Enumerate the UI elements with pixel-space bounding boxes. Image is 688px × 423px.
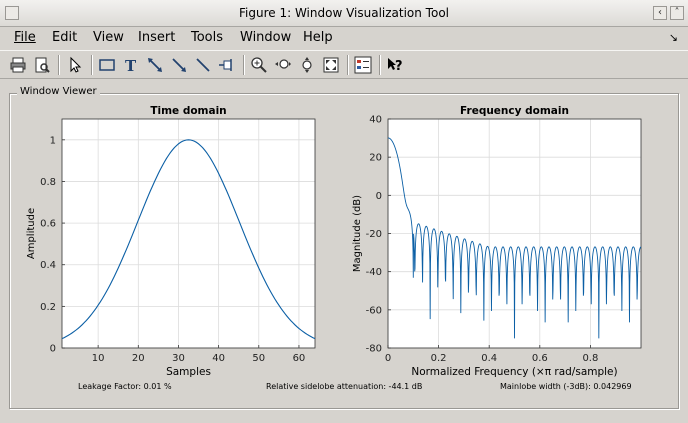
y-tick-label: -80 <box>366 344 382 355</box>
axes-box <box>387 118 642 349</box>
print-preview-icon[interactable] <box>31 54 53 76</box>
panel-label: Window Viewer <box>17 86 100 97</box>
y-tick-label: 20 <box>369 153 382 164</box>
chart-title: Frequency domain <box>460 105 569 117</box>
y-tick-label: 0.4 <box>40 260 56 271</box>
x-tick-label: 10 <box>92 353 105 364</box>
print-icon[interactable] <box>7 54 29 76</box>
x-tick-label: 60 <box>293 353 306 364</box>
x-tick-label: 50 <box>252 353 265 364</box>
dock-arrow-icon[interactable]: ↘ <box>668 31 678 44</box>
mainlobe-width-text: Mainlobe width (-3dB): 0.042969 <box>500 382 632 391</box>
window-menu-button[interactable] <box>5 6 19 20</box>
x-tick-label: 20 <box>132 353 145 364</box>
y-tick-label: 0.6 <box>40 219 56 230</box>
menu-file[interactable]: File <box>14 30 36 45</box>
zoom-x-icon[interactable] <box>272 54 294 76</box>
pin-icon[interactable] <box>216 54 238 76</box>
x-tick-label: 40 <box>212 353 225 364</box>
pointer-icon[interactable] <box>64 54 86 76</box>
zoom-in-icon[interactable] <box>248 54 270 76</box>
double-arrow-icon[interactable] <box>144 54 166 76</box>
y-tick-label: 40 <box>369 115 382 126</box>
y-tick-label: 0 <box>376 191 382 202</box>
line-icon[interactable] <box>192 54 214 76</box>
legend-icon[interactable] <box>352 54 374 76</box>
window-title: Figure 1: Window Visualization Tool <box>239 6 449 20</box>
full-view-icon[interactable] <box>320 54 342 76</box>
x-tick-label: 0.6 <box>532 353 548 364</box>
menu-edit[interactable]: Edit <box>52 30 78 45</box>
menu-window[interactable]: Window <box>240 30 292 45</box>
x-tick-label: 0.2 <box>431 353 447 364</box>
window-viewer-panel <box>9 93 679 409</box>
x-axis-label: Normalized Frequency (×π rad/sample) <box>411 366 617 378</box>
time-domain-axes[interactable]: 10 20 30 40 50 60 0 0.2 0.4 0.6 0.8 1 Time domain Sam… <box>26 105 316 378</box>
y-tick-label: 0.2 <box>40 302 56 313</box>
y-tick-label: 0 <box>50 344 56 355</box>
y-tick-label: -60 <box>366 305 382 316</box>
chart-title: Time domain <box>150 105 226 117</box>
minimize-button[interactable]: ‹ <box>653 6 667 20</box>
frequency-domain-axes[interactable]: 0 0.2 0.4 0.6 0.8 -80 -60 -40 -20 0 20 40 Frequency … <box>352 105 642 378</box>
y-tick-label: -40 <box>366 267 382 278</box>
text-icon[interactable]: T <box>120 54 142 76</box>
x-tick-label: 30 <box>172 353 185 364</box>
title-bar: Figure 1: Window Visualization Tool ‹ ˄ <box>0 0 688 27</box>
menu-view[interactable]: View <box>93 30 124 45</box>
menu-tools[interactable]: Tools <box>191 30 224 45</box>
x-axis-label: Samples <box>166 366 211 378</box>
x-tick-label: 0 <box>385 353 391 364</box>
leakage-factor-text: Leakage Factor: 0.01 % <box>78 382 172 391</box>
whats-this-icon[interactable]: ? <box>384 54 406 76</box>
svg-text:T: T <box>125 57 137 74</box>
y-axis-label: Amplitude <box>26 208 37 259</box>
frequency-response-curve <box>387 137 642 339</box>
menu-insert[interactable]: Insert <box>138 30 176 45</box>
arrow-icon[interactable] <box>168 54 190 76</box>
zoom-y-icon[interactable] <box>296 54 318 76</box>
rectangle-icon[interactable] <box>96 54 118 76</box>
y-axis-label: Magnitude (dB) <box>352 195 363 272</box>
maximize-button[interactable]: ˄ <box>670 6 684 20</box>
menu-help[interactable]: Help <box>303 30 333 45</box>
svg-text:?: ? <box>395 59 403 74</box>
toolbar: T ? <box>0 50 688 79</box>
y-tick-label: 1 <box>50 135 56 146</box>
menu-bar: File Edit View Insert Tools Window Help … <box>0 27 688 49</box>
sidelobe-attenuation-text: Relative sidelobe attenuation: -44.1 dB <box>266 382 423 391</box>
y-tick-label: 0.8 <box>40 177 56 188</box>
axes-box <box>61 118 316 349</box>
plot-area <box>62 119 315 348</box>
x-tick-label: 0.4 <box>481 353 497 364</box>
x-tick-label: 0.8 <box>582 353 598 364</box>
y-tick-label: -20 <box>366 229 382 240</box>
time-domain-curve <box>61 139 316 340</box>
